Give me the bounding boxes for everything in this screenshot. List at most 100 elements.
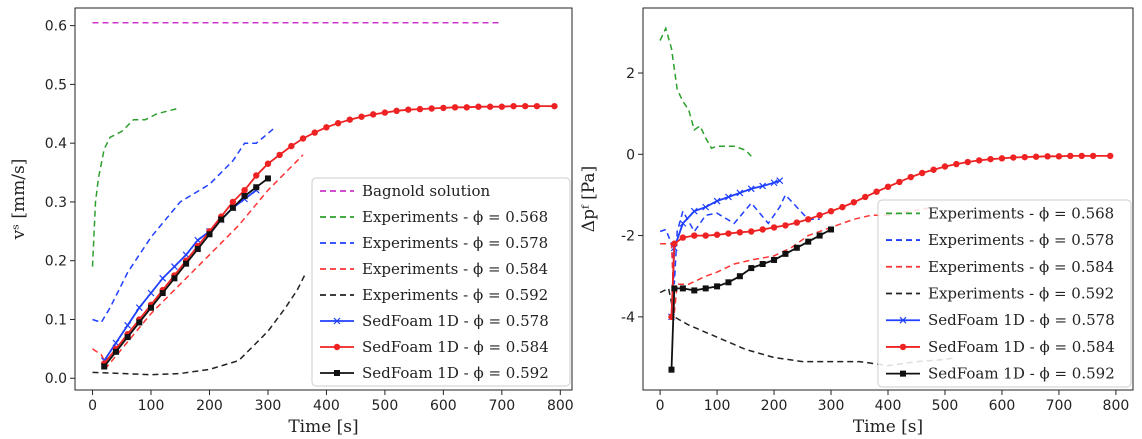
data-point xyxy=(747,185,755,193)
series-line xyxy=(670,228,832,370)
series-line xyxy=(659,193,820,285)
y-tick-label: 0.3 xyxy=(45,195,67,211)
x-tick-label: 0 xyxy=(656,398,665,414)
axes-frame xyxy=(642,7,1134,391)
legend-label: Experiments - ϕ = 0.578 xyxy=(362,234,548,252)
data-point xyxy=(873,188,880,195)
data-point xyxy=(428,105,435,112)
legend-item: SedFoam 1D - ϕ = 0.578 xyxy=(886,311,1115,329)
series-4 xyxy=(92,154,304,368)
x-tick-label: 600 xyxy=(989,398,1016,414)
legend-item: Experiments - ϕ = 0.578 xyxy=(320,234,548,252)
y-tick-label: -2 xyxy=(621,229,635,245)
x-tick-label: 700 xyxy=(488,398,515,414)
y-tick-label: 0.6 xyxy=(45,19,67,35)
series-5 xyxy=(668,177,784,321)
legend-item: Experiments - ϕ = 0.584 xyxy=(886,258,1114,276)
y-tick-label: 0.1 xyxy=(45,312,67,328)
x-tick-label: 700 xyxy=(1046,398,1073,414)
data-point-stroke xyxy=(182,251,190,259)
data-point xyxy=(679,219,687,227)
x-tick-label: 200 xyxy=(196,398,223,414)
data-point xyxy=(463,104,470,111)
data-point xyxy=(159,274,167,282)
x-tick-label: 500 xyxy=(932,398,959,414)
x-tick-label: 300 xyxy=(255,398,282,414)
legend-label: Experiments - ϕ = 0.584 xyxy=(362,260,548,278)
x-axis-label: Time [s] xyxy=(853,417,923,437)
plot-area xyxy=(91,21,558,376)
data-point xyxy=(793,244,800,251)
data-point xyxy=(416,105,424,113)
data-point xyxy=(264,175,271,182)
data-point xyxy=(690,207,698,215)
data-point xyxy=(510,102,517,110)
data-point xyxy=(702,232,709,239)
data-point xyxy=(264,160,272,167)
data-point xyxy=(288,142,295,150)
legend-item: Experiments - ϕ = 0.592 xyxy=(320,286,548,304)
series-2 xyxy=(659,193,820,285)
legend-item: SedFoam 1D - ϕ = 0.578 xyxy=(320,312,549,330)
data-point xyxy=(725,279,732,286)
data-point xyxy=(1021,153,1028,161)
data-point xyxy=(522,102,529,110)
data-point xyxy=(1089,152,1097,160)
data-point xyxy=(953,160,960,168)
legend-box xyxy=(311,177,571,387)
data-point xyxy=(850,199,858,206)
legend-label: SedFoam 1D - ϕ = 0.578 xyxy=(928,311,1115,329)
y-tick-label: 0.4 xyxy=(45,136,67,152)
data-point xyxy=(896,178,903,186)
data-point xyxy=(241,186,248,194)
data-point xyxy=(1010,154,1017,161)
legend-item: SedFoam 1D - ϕ = 0.592 xyxy=(320,364,549,382)
data-point xyxy=(671,240,678,247)
legend-marker xyxy=(333,317,341,325)
data-point xyxy=(218,216,225,223)
legend-item: SedFoam 1D - ϕ = 0.584 xyxy=(320,338,549,356)
series-line xyxy=(92,127,275,324)
data-point xyxy=(276,151,283,159)
data-point xyxy=(679,234,687,241)
data-point-stroke xyxy=(776,177,784,185)
data-point xyxy=(725,230,732,237)
legend-marker-stroke xyxy=(333,317,341,325)
data-point xyxy=(770,224,778,231)
data-point xyxy=(702,285,709,292)
data-point xyxy=(124,334,131,341)
data-point xyxy=(725,193,732,201)
legend: Experiments - ϕ = 0.568 Experiments - ϕ =… xyxy=(877,199,1132,388)
data-point xyxy=(736,189,744,197)
x-tick-label: 500 xyxy=(372,398,399,414)
data-point xyxy=(101,363,108,370)
legend-label: Experiments - ϕ = 0.578 xyxy=(928,231,1114,249)
series-7 xyxy=(668,226,835,373)
data-point xyxy=(782,250,789,257)
data-point xyxy=(533,102,541,110)
x-tick-label: 800 xyxy=(1103,398,1130,414)
data-point-stroke xyxy=(159,274,167,282)
x-tick-label: 600 xyxy=(430,398,457,414)
x-tick-label: 100 xyxy=(138,398,165,414)
legend-item: Experiments - ϕ = 0.584 xyxy=(320,260,548,278)
data-point-stroke xyxy=(770,179,778,187)
data-point xyxy=(884,183,892,191)
data-point xyxy=(206,231,213,238)
y-tick-label: 0 xyxy=(626,147,635,163)
data-point xyxy=(299,135,307,142)
data-point-stroke xyxy=(124,321,132,329)
data-point-stroke xyxy=(747,185,755,193)
data-point-stroke xyxy=(702,203,710,211)
data-point xyxy=(1055,153,1063,160)
y-tick-label: 2 xyxy=(626,66,635,82)
legend-item: Bagnold solution xyxy=(320,182,490,200)
legend-item: Experiments - ϕ = 0.578 xyxy=(886,231,1114,249)
data-point xyxy=(358,113,365,120)
data-point xyxy=(370,111,377,118)
legend-marker xyxy=(334,370,340,376)
y-tick-label: 0.0 xyxy=(45,371,67,387)
data-point xyxy=(170,263,178,271)
data-point xyxy=(346,116,354,123)
